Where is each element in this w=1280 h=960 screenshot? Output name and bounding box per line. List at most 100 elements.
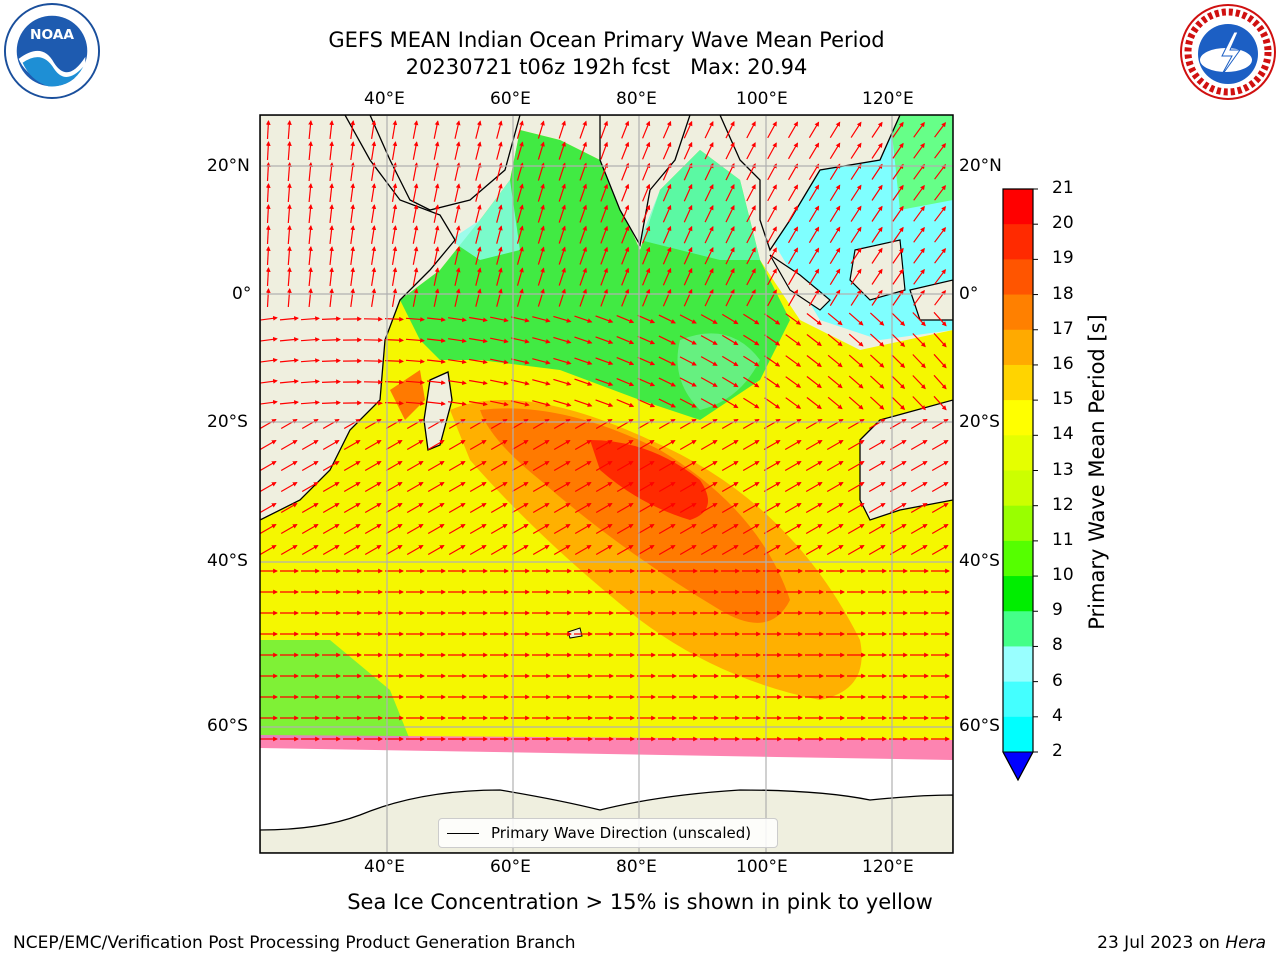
wave-direction-arrow — [662, 246, 672, 265]
wave-direction-arrow — [574, 481, 592, 493]
wave-direction-arrow — [806, 397, 822, 410]
wave-direction-arrow — [683, 204, 693, 223]
wave-direction-arrow — [784, 523, 802, 535]
long-period-swell-inner — [480, 408, 790, 623]
wave-direction-arrow — [427, 502, 445, 514]
wave-direction-arrow — [553, 336, 572, 344]
wave-direction-arrow — [454, 246, 461, 265]
wave-direction-arrow — [405, 338, 425, 343]
wave-direction-arrow — [343, 544, 361, 556]
wave-direction-arrow — [280, 439, 298, 451]
wave-direction-arrow — [490, 379, 509, 386]
wave-direction-arrow — [391, 288, 398, 307]
colorbar-segment — [1003, 646, 1033, 683]
wave-direction-arrow — [469, 439, 487, 451]
wave-direction-arrow — [767, 205, 777, 223]
wave-direction-arrow — [934, 227, 946, 243]
wave-direction-arrow — [891, 375, 906, 389]
wave-direction-arrow — [764, 334, 781, 346]
wave-direction-arrow — [621, 267, 630, 286]
wave-direction-arrow — [537, 267, 545, 286]
wave-direction-arrow — [391, 267, 398, 286]
wave-direction-arrow — [621, 225, 630, 244]
wave-direction-arrow — [913, 289, 925, 306]
wave-direction-arrow — [700, 523, 718, 535]
wave-direction-arrow — [912, 396, 926, 411]
wave-direction-arrow — [683, 267, 693, 286]
wave-direction-arrow — [308, 267, 313, 287]
wave-direction-arrow — [265, 183, 271, 203]
wave-direction-arrow — [384, 337, 404, 343]
wave-direction-arrow — [662, 204, 672, 223]
wave-direction-arrow — [871, 163, 883, 180]
wave-direction-arrow — [371, 225, 377, 244]
wave-direction-arrow — [384, 358, 404, 364]
wave-direction-arrow — [308, 183, 313, 203]
wave-direction-arrow — [850, 121, 862, 138]
wave-direction-arrow — [637, 377, 656, 387]
wave-direction-arrow — [364, 418, 382, 430]
wave-direction-arrow — [808, 289, 820, 307]
wave-direction-arrow — [850, 226, 862, 243]
wave-direction-arrow — [329, 288, 334, 307]
wave-direction-arrow — [725, 205, 735, 223]
wave-direction-arrow — [891, 396, 906, 410]
wave-direction-arrow — [574, 336, 593, 344]
wave-direction-arrow — [827, 312, 843, 326]
wave-direction-arrow — [933, 332, 947, 348]
wave-direction-arrow — [763, 439, 781, 451]
wave-direction-arrow — [742, 523, 760, 535]
wave-direction-arrow — [405, 380, 425, 385]
wave-direction-arrow — [469, 544, 487, 556]
wave-direction-arrow — [658, 544, 676, 556]
wave-direction-arrow — [725, 247, 735, 265]
wave-direction-arrow — [847, 481, 865, 493]
wave-direction-arrow — [787, 121, 799, 139]
wave-direction-arrow — [427, 338, 446, 343]
wave-direction-arrow — [469, 523, 487, 535]
wave-direction-arrow — [385, 481, 403, 493]
wave-direction-arrow — [260, 315, 278, 321]
wave-direction-arrow — [616, 315, 635, 324]
wave-direction-arrow — [662, 288, 672, 307]
wave-direction-arrow — [412, 267, 419, 286]
wave-direction-arrow — [700, 398, 718, 408]
wave-direction-arrow — [658, 418, 676, 430]
wave-direction-arrow — [454, 183, 461, 202]
wave-direction-arrow — [287, 225, 292, 245]
wave-direction-arrow — [385, 418, 403, 430]
wave-direction-arrow — [871, 247, 883, 264]
wave-direction-arrow — [371, 246, 377, 265]
wave-direction-arrow — [621, 141, 630, 160]
wave-direction-arrow — [725, 289, 735, 307]
wave-direction-arrow — [642, 267, 651, 286]
colorbar-segment — [1003, 329, 1033, 366]
wave-direction-arrow — [829, 289, 841, 307]
wave-direction-arrow — [537, 120, 545, 139]
wave-direction-arrow — [679, 502, 697, 514]
credit-line: NCEP/EMC/Verification Post Processing Pr… — [13, 933, 576, 953]
wave-direction-arrow — [637, 314, 656, 324]
wave-direction-arrow — [829, 163, 841, 181]
wave-direction-arrow — [280, 523, 298, 535]
wave-direction-arrow — [826, 439, 844, 451]
wave-direction-arrow — [579, 120, 587, 139]
wave-direction-arrow — [433, 141, 440, 160]
wave-direction-arrow — [892, 163, 904, 180]
wave-direction-arrow — [725, 268, 735, 286]
wave-direction-arrow — [412, 225, 419, 244]
legend-label: Primary Wave Direction (unscaled) — [491, 824, 752, 842]
wave-direction-arrow — [725, 184, 735, 202]
wave-direction-arrow — [763, 544, 781, 556]
wave-direction-arrow — [279, 358, 299, 363]
colorbar-segment — [1003, 576, 1033, 612]
wave-direction-arrow — [658, 377, 676, 387]
wave-direction-arrow — [637, 544, 655, 556]
wave-direction-arrow — [868, 439, 886, 451]
wave-direction-arrow — [931, 418, 949, 430]
wave-direction-arrow — [553, 460, 571, 472]
wave-direction-arrow — [448, 523, 466, 535]
wave-direction-arrow — [532, 439, 550, 451]
wave-direction-arrow — [595, 481, 613, 493]
wave-direction-arrow — [532, 481, 550, 493]
